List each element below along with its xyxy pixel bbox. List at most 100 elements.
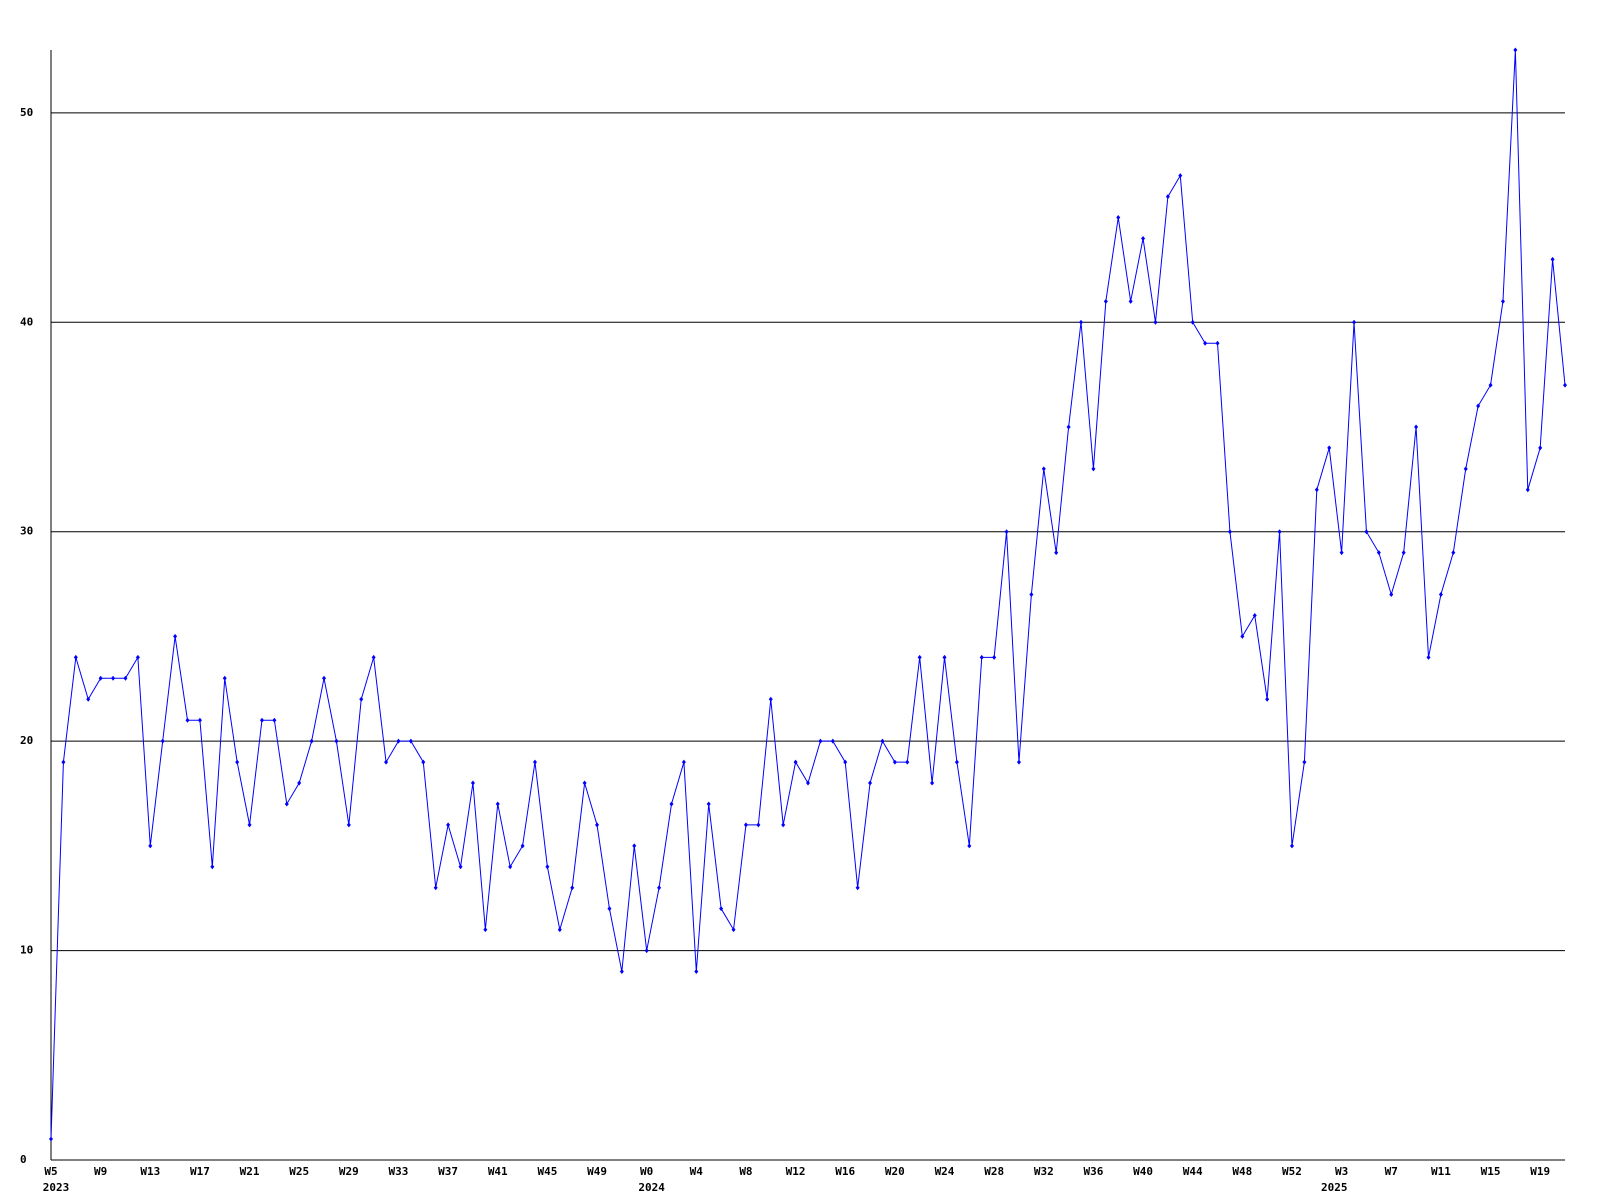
x-tick-label: W7 (1385, 1165, 1398, 1178)
data-point (557, 927, 562, 933)
data-point (719, 906, 724, 912)
data-point (793, 759, 798, 765)
data-point (508, 864, 513, 870)
y-tick-label: 30 (20, 525, 33, 538)
data-point (359, 696, 364, 702)
x-tick-label: W33 (389, 1165, 409, 1178)
x-tick-label: W4 (690, 1165, 704, 1178)
x-tick-label: W13 (140, 1165, 160, 1178)
x-tick-label: W32 (1034, 1165, 1054, 1178)
data-point (334, 738, 339, 744)
data-point (1079, 319, 1084, 325)
data-point (1178, 173, 1183, 179)
data-point (73, 654, 78, 660)
data-point (148, 843, 153, 849)
data-point (1463, 466, 1468, 472)
data-point (1016, 759, 1021, 765)
data-point (1500, 298, 1505, 304)
x-tick-label: W45 (537, 1165, 557, 1178)
data-point (384, 759, 389, 765)
data-point (681, 759, 686, 765)
data-point (1401, 550, 1406, 556)
data-point (458, 864, 463, 870)
data-point (210, 864, 215, 870)
data-point (756, 822, 761, 828)
x-tick-label: W29 (339, 1165, 359, 1178)
x-tick-label: W44 (1183, 1165, 1203, 1178)
year-label: 2023 (43, 1181, 70, 1194)
data-point (1525, 487, 1530, 493)
data-point (421, 759, 426, 765)
data-point (806, 780, 810, 786)
x-tick-label: W21 (240, 1165, 260, 1178)
data-point (868, 780, 873, 786)
data-point (669, 801, 674, 807)
x-tick-label: W48 (1232, 1165, 1252, 1178)
y-tick-label: 20 (20, 734, 33, 747)
data-point (855, 885, 860, 891)
data-point (309, 738, 314, 744)
data-point (197, 717, 202, 723)
data-point (1004, 529, 1009, 535)
data-point (1414, 424, 1419, 430)
x-tick-label: W25 (289, 1165, 309, 1178)
data-point (1364, 529, 1369, 535)
x-tick-label: W16 (835, 1165, 855, 1178)
y-tick-label: 10 (20, 944, 33, 957)
x-tick-label: W28 (984, 1165, 1004, 1178)
data-point (1153, 319, 1158, 325)
data-point (1488, 382, 1493, 388)
data-point (1277, 529, 1282, 535)
x-tick-label: W49 (587, 1165, 607, 1178)
data-point (1116, 215, 1121, 221)
data-point (743, 822, 748, 828)
data-point (942, 654, 947, 660)
data-point (173, 633, 178, 639)
data-point (322, 675, 327, 681)
x-tick-label: W12 (786, 1165, 806, 1178)
data-point (235, 759, 240, 765)
x-tick-label: W8 (739, 1165, 752, 1178)
data-point (346, 822, 351, 828)
data-point (992, 654, 997, 660)
data-point (495, 801, 500, 807)
data-point (272, 717, 277, 723)
data-point (483, 927, 488, 933)
data-point (880, 738, 885, 744)
data-point (446, 822, 451, 828)
x-tick-label: W0 (640, 1165, 653, 1178)
data-point (917, 654, 922, 660)
data-point (1451, 550, 1456, 556)
data-point (1103, 298, 1108, 304)
data-point (979, 654, 984, 660)
data-point (954, 759, 959, 765)
data-point (1352, 319, 1357, 325)
data-point (632, 843, 637, 849)
data-point (111, 675, 116, 681)
data-point (706, 801, 711, 807)
x-tick-label: W52 (1282, 1165, 1302, 1178)
x-tick-label: W41 (488, 1165, 508, 1178)
data-point (657, 885, 662, 891)
data-point (1165, 194, 1170, 200)
data-point (644, 948, 649, 954)
data-point (123, 675, 128, 681)
data-point (1538, 445, 1543, 451)
data-point (259, 717, 264, 723)
data-point (892, 759, 897, 765)
data-point (967, 843, 972, 849)
data-point (532, 759, 537, 765)
data-point (1550, 256, 1555, 262)
x-tick-label: W9 (94, 1165, 107, 1178)
x-tick-label: W11 (1431, 1165, 1451, 1178)
y-tick-label: 50 (20, 106, 33, 119)
y-tick-label: 40 (20, 315, 33, 328)
data-point (1252, 612, 1257, 618)
data-point (1339, 550, 1344, 556)
data-point (49, 1136, 53, 1142)
data-point (1476, 403, 1481, 409)
data-point (1426, 654, 1431, 660)
data-point (1128, 298, 1133, 304)
